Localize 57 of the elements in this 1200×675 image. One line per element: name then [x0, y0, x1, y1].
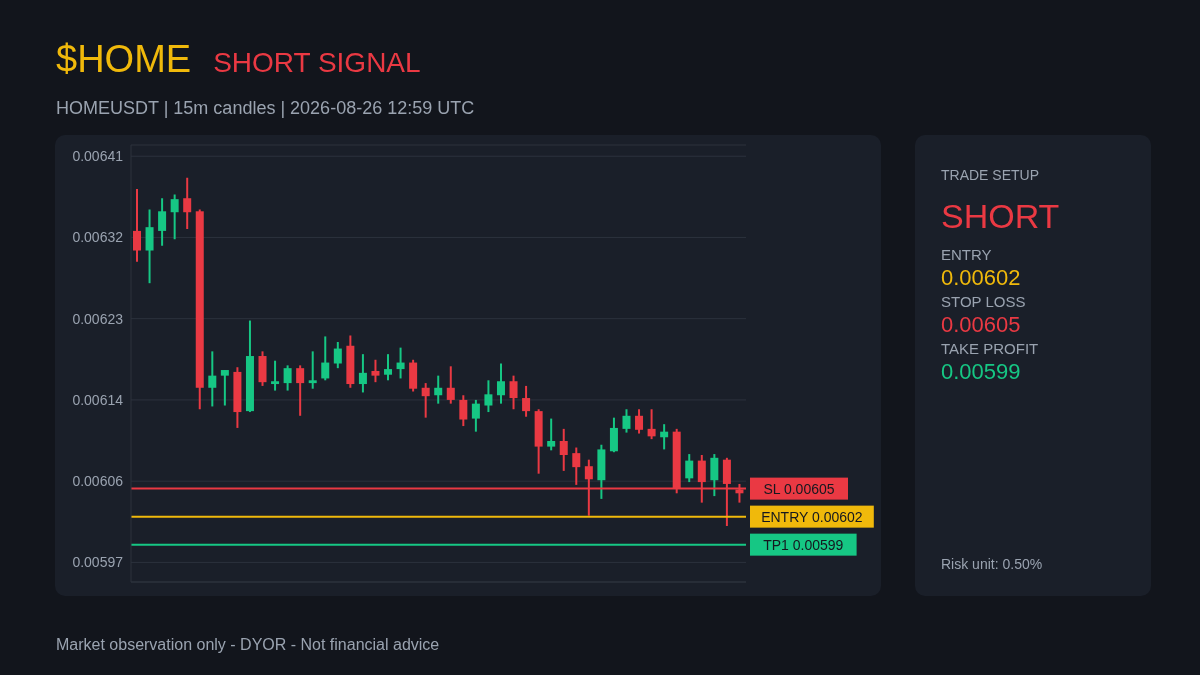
text: Risk unit: 0.50% — [941, 556, 1043, 572]
candlestick — [296, 364, 305, 417]
candlestick — [133, 187, 141, 263]
y-tick-label: 0.00623 — [72, 310, 124, 327]
candlestick — [446, 365, 455, 405]
candlestick — [710, 453, 719, 498]
text: SHORT — [941, 197, 1061, 236]
ref-line-label: SL 0.00605 — [763, 480, 835, 497]
candlestick — [220, 369, 229, 407]
candlestick — [158, 197, 167, 247]
candlestick — [170, 193, 179, 241]
candlestick — [484, 379, 493, 414]
chart-title: $HOME — [56, 38, 192, 81]
candlestick — [622, 408, 631, 434]
candlestick — [421, 382, 430, 419]
candlestick — [145, 208, 154, 285]
y-tick-label: 0.00632 — [72, 229, 124, 246]
chart-subtitle: SHORT SIGNAL — [213, 47, 421, 79]
candlestick — [183, 176, 192, 231]
candlestick — [509, 374, 518, 411]
ref-line-label: TP1 0.00599 — [763, 536, 844, 553]
y-tick-label: 0.00641 — [72, 148, 124, 165]
candlestick — [459, 394, 468, 428]
text: ENTRY — [941, 246, 993, 263]
candlestick — [609, 416, 618, 454]
candlestick — [647, 408, 656, 441]
candlestick — [308, 350, 317, 390]
candlestick — [434, 374, 443, 405]
candlestick — [283, 364, 292, 392]
candlestick — [547, 417, 556, 452]
candlestick — [208, 350, 217, 408]
candlestick — [559, 427, 568, 472]
text: HOMEUSDT | 15m candles | 2026-08-26 12:59 UTC — [56, 98, 475, 119]
y-tick-label: 0.00614 — [72, 391, 124, 408]
y-tick-label: 0.00606 — [72, 473, 124, 490]
candlestick — [271, 359, 280, 392]
text: TRADE SETUP — [941, 167, 1040, 183]
text: TAKE PROFIT — [941, 340, 1040, 357]
candlestick — [635, 408, 644, 435]
candlestick — [522, 384, 531, 418]
text: Market observation only - DYOR - Not financial advice — [56, 636, 440, 654]
candlestick — [358, 353, 367, 394]
text: STOP LOSS — [941, 293, 1027, 310]
candlestick — [333, 341, 342, 370]
candlestick — [685, 453, 694, 484]
candlestick — [471, 398, 480, 433]
text: 0.00602 — [941, 265, 1022, 291]
text: 0.00599 — [941, 359, 1022, 385]
candlestick — [371, 358, 380, 384]
text: 0.00605 — [941, 312, 1022, 338]
candlestick — [496, 362, 505, 405]
y-tick-label: 0.00597 — [72, 554, 124, 571]
candlestick — [384, 353, 393, 382]
ref-line-label: ENTRY 0.00602 — [761, 508, 863, 525]
candlestick — [321, 335, 330, 382]
candlestick — [572, 446, 581, 486]
candlestick — [396, 346, 405, 380]
